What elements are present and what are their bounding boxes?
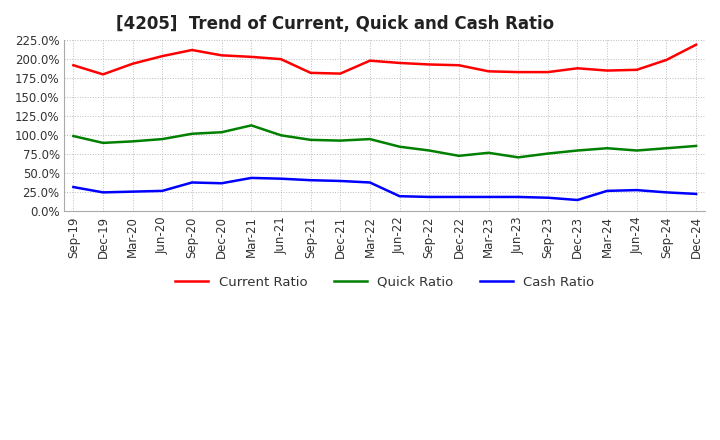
Current Ratio [395,60,404,66]
Current Ratio [306,70,315,76]
Line: Quick Ratio: Quick Ratio [73,125,696,158]
Current Ratio [188,48,197,53]
Current Ratio [485,69,493,74]
Current Ratio [692,42,701,48]
Quick Ratio [454,153,463,158]
Current Ratio [366,58,374,63]
Cash Ratio [69,184,78,190]
Cash Ratio [425,194,433,200]
Quick Ratio [306,137,315,143]
Quick Ratio [336,138,345,143]
Current Ratio [603,68,611,73]
Cash Ratio [662,190,671,195]
Quick Ratio [128,139,137,144]
Current Ratio [632,67,641,73]
Current Ratio [217,53,226,58]
Current Ratio [662,57,671,62]
Current Ratio [514,70,523,75]
Cash Ratio [395,194,404,199]
Text: [4205]  Trend of Current, Quick and Cash Ratio: [4205] Trend of Current, Quick and Cash … [116,15,554,33]
Current Ratio [573,66,582,71]
Current Ratio [454,62,463,68]
Cash Ratio [217,180,226,186]
Line: Current Ratio: Current Ratio [73,45,696,74]
Cash Ratio [544,195,552,200]
Quick Ratio [692,143,701,149]
Cash Ratio [514,194,523,200]
Quick Ratio [514,155,523,160]
Cash Ratio [454,194,463,200]
Cash Ratio [276,176,285,181]
Cash Ratio [247,175,256,180]
Cash Ratio [366,180,374,185]
Current Ratio [276,56,285,62]
Quick Ratio [276,132,285,138]
Current Ratio [128,61,137,66]
Quick Ratio [544,151,552,156]
Cash Ratio [306,178,315,183]
Quick Ratio [217,130,226,135]
Current Ratio [544,70,552,75]
Cash Ratio [158,188,166,194]
Quick Ratio [158,136,166,142]
Quick Ratio [395,144,404,149]
Quick Ratio [573,148,582,153]
Current Ratio [425,62,433,67]
Quick Ratio [603,146,611,151]
Quick Ratio [366,136,374,142]
Cash Ratio [188,180,197,185]
Quick Ratio [632,148,641,153]
Quick Ratio [425,148,433,153]
Line: Cash Ratio: Cash Ratio [73,178,696,200]
Cash Ratio [128,189,137,194]
Quick Ratio [99,140,107,146]
Current Ratio [69,62,78,68]
Quick Ratio [69,133,78,139]
Cash Ratio [99,190,107,195]
Cash Ratio [692,191,701,197]
Cash Ratio [336,178,345,183]
Cash Ratio [485,194,493,200]
Quick Ratio [247,123,256,128]
Current Ratio [99,72,107,77]
Quick Ratio [662,146,671,151]
Quick Ratio [188,131,197,136]
Current Ratio [336,71,345,76]
Current Ratio [247,54,256,59]
Quick Ratio [485,150,493,155]
Legend: Current Ratio, Quick Ratio, Cash Ratio: Current Ratio, Quick Ratio, Cash Ratio [170,270,600,294]
Cash Ratio [573,198,582,203]
Cash Ratio [603,188,611,194]
Current Ratio [158,54,166,59]
Cash Ratio [632,187,641,193]
